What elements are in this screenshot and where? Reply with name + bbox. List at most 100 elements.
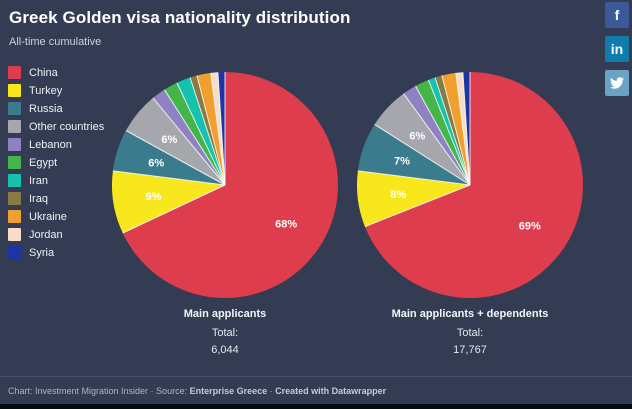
pie-slice-lebanon: [152, 89, 225, 185]
legend-label: Iran: [29, 174, 48, 187]
pie-slice-russia: [357, 124, 470, 185]
slice-separator: [374, 124, 471, 186]
slice-separator: [122, 184, 226, 234]
legend: China Turkey Russia Other countries Lebanon E…: [8, 66, 104, 264]
pie-title: Main applicants + dependents: [391, 308, 549, 320]
pie-slice-lebanon: [403, 85, 470, 185]
footer-link[interactable]: Enterprise Greece: [189, 386, 268, 396]
pie-main-applicants: 68% 9% 6% 6%: [111, 71, 338, 298]
pie-slice-egypt: [164, 82, 225, 185]
legend-label: Jordan: [29, 228, 63, 241]
footer-text: Chart: Investment Migration Insider · So…: [8, 386, 190, 396]
chart-header: Greek Golden visa nationality distributi…: [9, 8, 592, 48]
legend-label: Lebanon: [29, 138, 72, 151]
legend-swatch-ukraine: [8, 210, 21, 223]
legend-swatch-iraq: [8, 192, 21, 205]
legend-label: Other countries: [29, 120, 105, 133]
legend-swatch-jordan: [8, 228, 21, 241]
total-label: Total:: [211, 327, 239, 339]
legend-item-lebanon: Lebanon: [8, 138, 104, 151]
slice-separator: [189, 77, 226, 186]
slice-separator: [441, 75, 471, 186]
pie-main-applicants-plus-dependents: 69% 8% 7% 6%: [357, 71, 584, 298]
slice-percent-label-russia: 7%: [394, 155, 410, 167]
twitter-bird-icon: [610, 77, 624, 89]
legend-swatch-egypt: [8, 156, 21, 169]
slice-separator: [196, 75, 226, 186]
twitter-share-button[interactable]: [605, 70, 629, 96]
legend-item-other-countries: Other countries: [8, 120, 104, 133]
slice-percent-label-turkey: 9%: [146, 191, 162, 203]
legend-swatch-lebanon: [8, 138, 21, 151]
caption-main-applicants: Main applicants Total: 6,044: [115, 308, 335, 356]
legend-item-jordan: Jordan: [8, 228, 104, 241]
total-label: Total:: [456, 327, 484, 339]
pie-slice-other-countries: [374, 93, 470, 185]
slice-separator: [125, 130, 226, 186]
slice-percent-label-china: 68%: [275, 219, 297, 231]
slice-percent-label-other-countries: 6%: [409, 130, 425, 142]
slice-percent-label-other-countries: 6%: [161, 134, 177, 146]
slice-separator: [427, 79, 471, 186]
pie-slice-iran: [176, 77, 225, 185]
pie-slice-turkey: [357, 170, 470, 227]
pie-slice-china: [364, 72, 584, 298]
linkedin-share-button[interactable]: in: [605, 36, 629, 62]
slice-separator: [176, 82, 226, 186]
legend-item-china: China: [8, 66, 104, 79]
legend-label: Turkey: [29, 84, 63, 97]
legend-item-iraq: Iraq: [8, 192, 104, 205]
slice-separator: [403, 93, 471, 186]
total-value: 6,044: [211, 344, 239, 356]
slice-separator: [210, 72, 226, 186]
legend-label: Syria: [29, 246, 55, 259]
pie-slice-other-countries: [125, 97, 225, 185]
slice-separator: [415, 85, 471, 186]
legend-label: Egypt: [29, 156, 58, 169]
legend-label: Iraq: [29, 192, 48, 205]
footer-link[interactable]: Created with Datawrapper: [275, 386, 387, 396]
total-value: 17,767: [453, 344, 487, 356]
chart-subtitle: All-time cumulative: [9, 36, 102, 48]
legend-item-russia: Russia: [8, 102, 104, 115]
legend-swatch-syria: [8, 246, 21, 259]
slice-percent-label-turkey: 8%: [390, 189, 406, 201]
slice-separator: [152, 97, 226, 186]
pie-slice-russia: [112, 130, 225, 185]
legend-swatch-china: [8, 66, 21, 79]
slice-separator: [112, 170, 226, 186]
legend-item-ukraine: Ukraine: [8, 210, 104, 223]
slice-percent-label-russia: 6%: [148, 158, 164, 170]
bottom-strip: [0, 404, 632, 409]
legend-swatch-iran: [8, 174, 21, 187]
legend-swatch-turkey: [8, 84, 21, 97]
legend-label: Ukraine: [29, 210, 67, 223]
legend-swatch-russia: [8, 102, 21, 115]
pie-slice-egypt: [415, 79, 470, 185]
social-share-bar: f in: [605, 2, 629, 96]
slice-separator: [217, 72, 226, 186]
footer-attribution: Chart: Investment Migration Insider · So…: [0, 376, 632, 396]
legend-item-egypt: Egypt: [8, 156, 104, 169]
legend-item-turkey: Turkey: [8, 84, 104, 97]
slice-separator: [462, 72, 471, 186]
slice-percent-label-china: 69%: [519, 220, 541, 232]
caption-main-applicants-plus-dependents: Main applicants + dependents Total: 17,7…: [360, 308, 580, 356]
footer-text: ·: [267, 386, 276, 396]
slice-separator: [164, 89, 226, 186]
pie-slice-turkey: [111, 170, 225, 234]
legend-swatch-other-countries: [8, 120, 21, 133]
legend-item-iran: Iran: [8, 174, 104, 187]
legend-label: China: [29, 66, 58, 79]
facebook-share-button[interactable]: f: [605, 2, 629, 28]
legend-item-syria: Syria: [8, 246, 104, 259]
pie-title: Main applicants: [183, 308, 267, 320]
page-title: Greek Golden visa nationality distributi…: [9, 8, 351, 27]
slice-separator: [434, 77, 471, 186]
slice-separator: [357, 170, 471, 186]
legend-label: Russia: [29, 102, 63, 115]
slice-separator: [364, 184, 471, 228]
pie-slice-china: [122, 72, 338, 298]
slice-separator: [455, 72, 471, 186]
